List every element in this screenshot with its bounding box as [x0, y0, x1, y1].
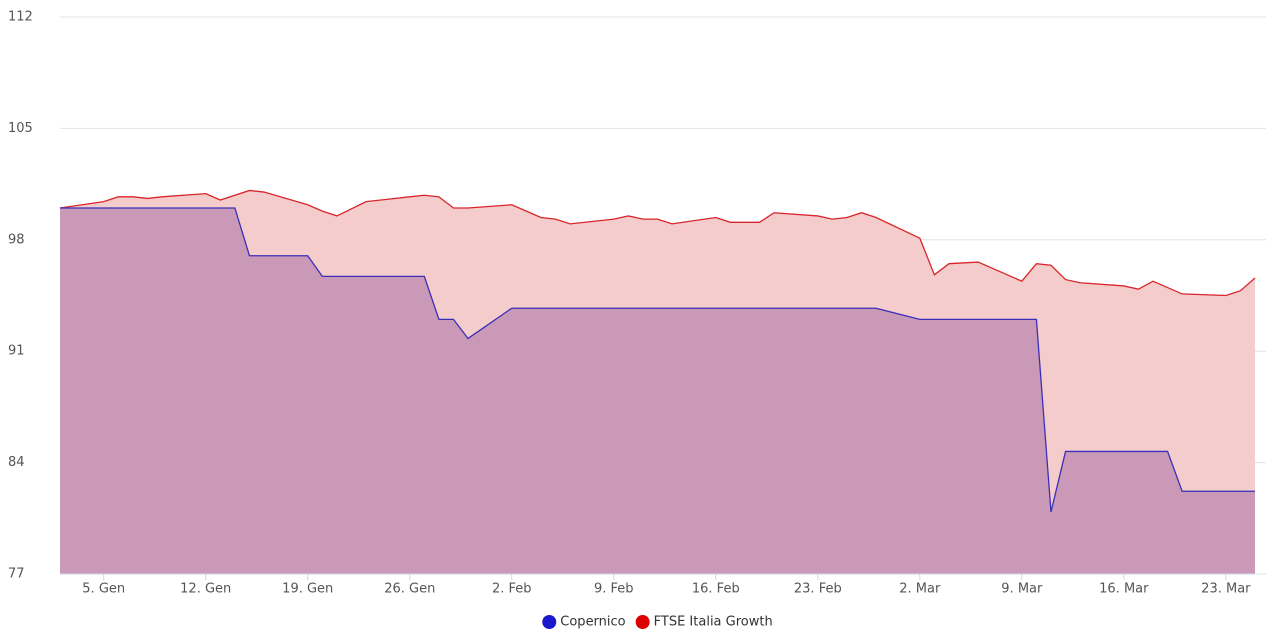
- legend-item: FTSE Italia Growth: [635, 615, 773, 630]
- legend-swatch: [542, 615, 557, 629]
- legend-swatch: [635, 615, 650, 629]
- legend-item: Copernico: [542, 615, 626, 630]
- x-tick-label: 23. Feb: [794, 582, 842, 597]
- x-tick-label: 19. Gen: [282, 582, 333, 597]
- y-tick-label: 77: [8, 567, 25, 582]
- x-tick-label: 26. Gen: [384, 582, 435, 597]
- x-tick-label: 12. Gen: [180, 582, 231, 597]
- legend-label: FTSE Italia Growth: [654, 615, 773, 630]
- x-tick-label: 9. Feb: [594, 582, 634, 597]
- x-tick-label: 23. Mar: [1201, 582, 1251, 597]
- line: [60, 207, 1255, 513]
- legend: Copernico FTSE Italia Growth: [542, 615, 773, 630]
- x-tick-label: 2. Mar: [899, 582, 941, 597]
- area: [60, 207, 1255, 574]
- legend-label: Copernico: [560, 615, 625, 630]
- x-tick-label: 16. Feb: [692, 582, 740, 597]
- y-tick-label: 105: [8, 121, 33, 136]
- y-tick-label: 98: [8, 232, 25, 247]
- x-tick-label: 5. Gen: [82, 582, 125, 597]
- x-tick-label: 9. Mar: [1001, 582, 1043, 597]
- y-tick-label: 84: [8, 455, 25, 470]
- y-tick-label: 112: [8, 10, 33, 25]
- x-tick-label: 16. Mar: [1099, 582, 1149, 597]
- y-tick-label: 91: [8, 344, 25, 359]
- x-tick-label: 2. Feb: [492, 582, 532, 597]
- line: [59, 189, 1256, 297]
